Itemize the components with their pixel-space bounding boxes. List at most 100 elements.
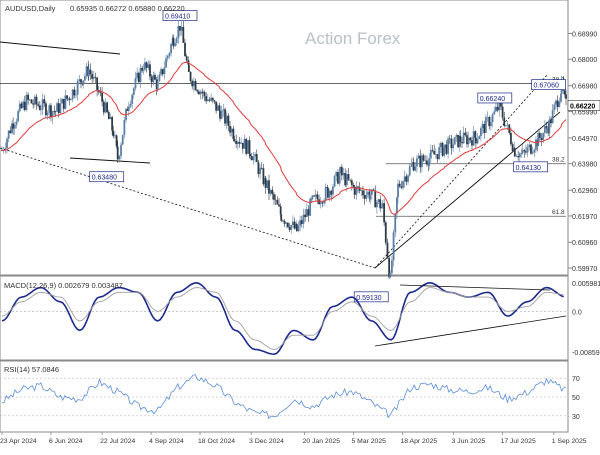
candle-body [241,142,244,149]
candle-body [398,183,401,187]
macd-trendline-lower [374,315,567,347]
price-label-text: 0.66240 [480,96,505,103]
candle-body [137,72,140,83]
candle-body [12,123,15,129]
candle-body [405,176,408,182]
candle-body [238,141,241,144]
candle-body [396,197,398,214]
fib-level-label: 38.2 [552,157,565,164]
x-tick-label: 17 Jul 2025 [501,438,536,445]
candle-body [66,98,69,99]
candle-body [139,67,142,83]
price-tick-label: 0.66980 [572,84,597,91]
candle-body [210,97,213,101]
candle-body [114,135,116,137]
rsi-pane-frame [0,360,569,433]
candle-body [205,96,208,102]
candle-body [187,64,190,72]
candle-body [402,181,404,188]
candle-body [259,167,261,175]
candle-body [233,139,236,141]
candle-body [53,111,56,112]
candle-body [563,90,566,95]
candle-body [310,198,313,200]
candle-body [340,167,343,176]
candle-body [191,81,194,87]
candle-body [218,105,221,111]
candle-body [526,147,529,153]
candle-body [240,142,243,144]
candle-body [352,184,355,187]
candle-body [542,133,545,140]
candle-body [474,137,477,144]
candle-body [443,144,446,148]
candle-body [76,81,79,95]
candle-body [255,154,258,163]
candle-body [262,168,265,185]
candle-body [400,186,403,188]
candle-body [414,166,417,171]
candle-body [66,95,68,99]
candle-body [338,173,341,184]
candle-body [550,119,552,124]
price-label-text: 0.69410 [165,14,190,21]
candle-body [252,156,255,161]
candle-body [230,128,233,133]
candle-body [429,150,432,159]
candle-body [486,117,489,118]
macd-series-signal [1,287,564,350]
candle-body [307,209,310,216]
candle-body [337,172,339,184]
candle-body [370,189,373,195]
candle-body [290,225,293,230]
candle-body [216,105,219,111]
macd-pane-frame [0,275,569,361]
candle-body [273,194,275,200]
macd-layer: 0.005981 0.0 -0.00859 [0,281,600,357]
candle-body [248,140,251,154]
candle-body [327,188,329,198]
candle-body [380,206,383,209]
candle-body [424,160,427,162]
candle-body [422,155,425,161]
candle-body [441,142,444,156]
candle-body [311,195,314,199]
candle-body [431,150,434,151]
candle-body [365,194,368,199]
candle-body [243,138,246,149]
candle-body [314,194,317,197]
candle-body [71,89,74,100]
candle-body [83,76,86,81]
candle-body [134,77,137,89]
candle-body [291,221,294,226]
candle-body [339,167,342,174]
support-line-old [69,157,151,164]
candle-body [286,222,289,227]
candle-body [7,130,10,139]
rsi-title: RSI(14) 57.0846 [4,365,59,374]
candle-body [537,133,540,147]
candle-body [408,166,411,176]
candle-body [104,102,107,113]
candle-body [305,209,308,218]
candle-body [434,154,437,155]
candle-body [548,119,551,134]
price-labels: 0.69410 0.63480 0.59130 0.66240 0.67060 0.641… [89,10,566,303]
candle-body [379,199,382,209]
candle-body [543,126,546,134]
candle-body [174,42,176,47]
candle-body [426,160,428,165]
candle-body [453,137,456,145]
candle-body [254,154,256,157]
candle-body [203,92,206,97]
price-candles [1,19,567,279]
candle-body [115,135,118,147]
candle-body [316,194,319,200]
candle-body [22,101,25,108]
candle-body [15,121,18,125]
candle-body [506,124,509,126]
candle-body [161,69,164,75]
candle-body [92,76,95,79]
candle-body [180,26,183,31]
